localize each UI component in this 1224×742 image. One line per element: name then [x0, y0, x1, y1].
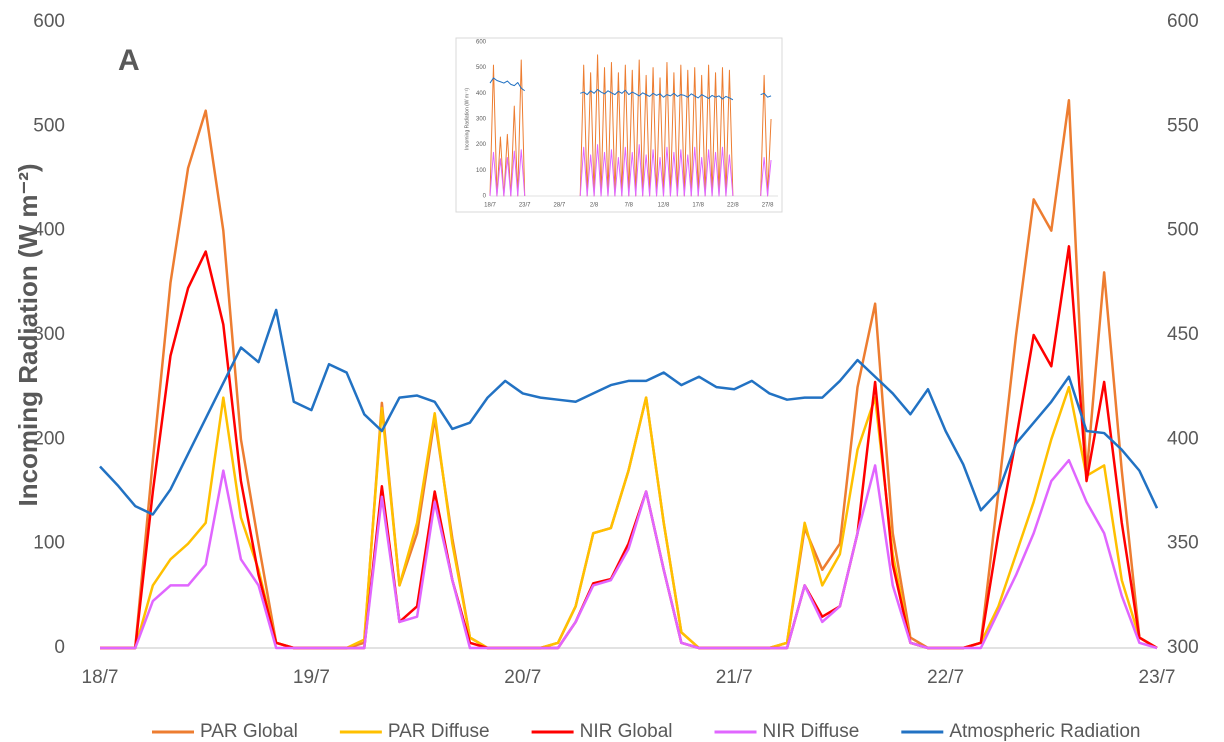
- series-line: [489, 144, 772, 197]
- y-tick-label: 300: [33, 324, 65, 345]
- legend-label: PAR Diffuse: [388, 721, 490, 742]
- x-tick-label: 12/8: [658, 203, 670, 209]
- main-chart: 0 100 200 300 400 500 600 300 350 400 450 500 550 600…: [13, 11, 1199, 742]
- y-axis-title: Incoming Radiation (W m⁻²): [464, 88, 470, 150]
- y-tick-label: 500: [33, 115, 65, 136]
- y-tick-label: 0: [54, 637, 65, 658]
- legend-label: Atmospheric Radiation: [949, 721, 1140, 742]
- x-tick-label: 23/7: [519, 203, 531, 209]
- inset-chart: 0 100 200 300 400 500 600 18/7 23/7 28/7 2/8 7/8 12/…: [464, 40, 778, 209]
- x-tick-label: 17/8: [692, 203, 704, 209]
- x-tick-label: 18/7: [484, 203, 496, 209]
- y-tick-label: 400: [33, 220, 65, 241]
- y2-tick-label: 300: [1167, 637, 1199, 658]
- y-tick-label: 100: [33, 533, 65, 554]
- x-tick-label: 19/7: [293, 667, 330, 688]
- legend-label: NIR Global: [580, 721, 673, 742]
- y-tick-label: 0: [483, 194, 487, 200]
- y-tick-label: 300: [476, 117, 487, 123]
- x-tick-label: 7/8: [625, 203, 634, 209]
- x-tick-label: 22/8: [727, 203, 739, 209]
- y-axis-title: Incoming Radiation (W m⁻²): [13, 163, 43, 506]
- y-tick-label: 600: [476, 40, 487, 46]
- series-line: [100, 458, 1158, 650]
- y2-tick-label: 500: [1167, 220, 1199, 241]
- y2-tick-label: 450: [1167, 324, 1199, 345]
- series-line: [489, 77, 772, 101]
- y2-tick-label: 400: [1167, 428, 1199, 449]
- y-tick-label: 200: [33, 428, 65, 449]
- legend-label: NIR Diffuse: [763, 721, 860, 742]
- x-tick-label: 22/7: [927, 667, 964, 688]
- x-tick-label: 20/7: [504, 667, 541, 688]
- y-tick-label: 400: [476, 91, 487, 97]
- y2-tick-label: 600: [1167, 11, 1199, 32]
- x-tick-label: 21/7: [716, 667, 753, 688]
- x-tick-label: 23/7: [1139, 667, 1176, 688]
- series-line: [100, 245, 1158, 650]
- y-tick-label: 500: [476, 65, 487, 71]
- series-line: [99, 308, 1159, 516]
- legend-label: PAR Global: [200, 721, 298, 742]
- x-tick-label: 27/8: [762, 203, 774, 209]
- x-tick-label: 18/7: [82, 667, 119, 688]
- x-tick-label: 28/7: [554, 203, 566, 209]
- x-tick-label: 2/8: [590, 203, 599, 209]
- panel-label: A: [118, 44, 140, 77]
- y-tick-label: 600: [33, 11, 65, 32]
- y2-tick-label: 550: [1167, 115, 1199, 136]
- y2-tick-label: 350: [1167, 533, 1199, 554]
- y-tick-label: 100: [476, 168, 487, 174]
- y-tick-label: 200: [476, 142, 487, 148]
